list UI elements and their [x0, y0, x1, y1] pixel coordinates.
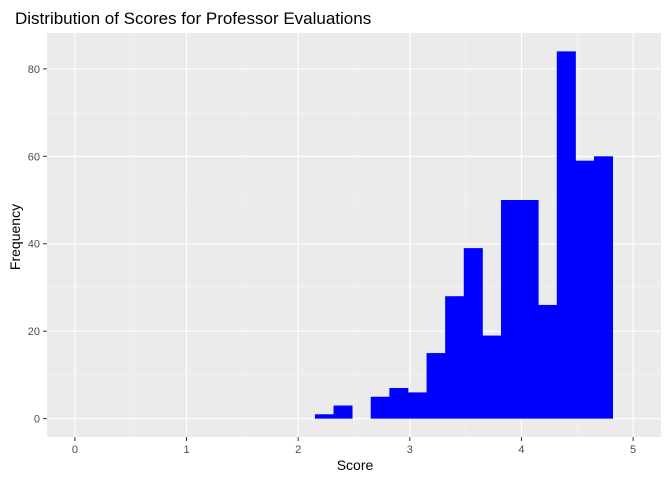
x-tick-label: 3 — [407, 444, 413, 456]
histogram-bar — [407, 392, 427, 419]
histogram-bar — [445, 296, 465, 419]
histogram-bar — [426, 353, 446, 419]
chart-title: Distribution of Scores for Professor Eva… — [15, 9, 371, 28]
y-axis-ticks: 0 20 40 60 80 — [28, 64, 47, 426]
x-tick-label: 0 — [72, 444, 78, 456]
x-axis-title: Score — [337, 457, 374, 473]
x-tick-label: 1 — [183, 444, 189, 456]
histogram-bar — [556, 51, 576, 419]
x-tick-label: 5 — [630, 444, 636, 456]
histogram-bar — [389, 388, 409, 419]
y-tick-label: 60 — [28, 151, 40, 163]
x-tick-label: 4 — [518, 444, 524, 456]
y-tick-label: 40 — [28, 239, 40, 251]
y-tick-label: 80 — [28, 64, 40, 76]
histogram-bar — [482, 335, 502, 419]
histogram-bar — [594, 156, 614, 419]
histogram-bar — [519, 200, 539, 419]
histogram-bar — [500, 200, 520, 419]
histogram-bar — [370, 396, 390, 419]
y-axis-title: Frequency — [7, 204, 23, 270]
y-tick-label: 20 — [28, 326, 40, 338]
histogram-bar — [575, 160, 595, 419]
histogram-bar — [314, 414, 334, 419]
histogram-bar — [538, 304, 558, 419]
y-tick-label: 0 — [34, 414, 40, 426]
x-tick-label: 2 — [295, 444, 301, 456]
histogram-bar — [333, 405, 353, 419]
histogram-bars — [314, 51, 614, 419]
histogram-bar — [463, 248, 483, 419]
x-axis-ticks: 0 1 2 3 4 5 — [72, 437, 636, 456]
